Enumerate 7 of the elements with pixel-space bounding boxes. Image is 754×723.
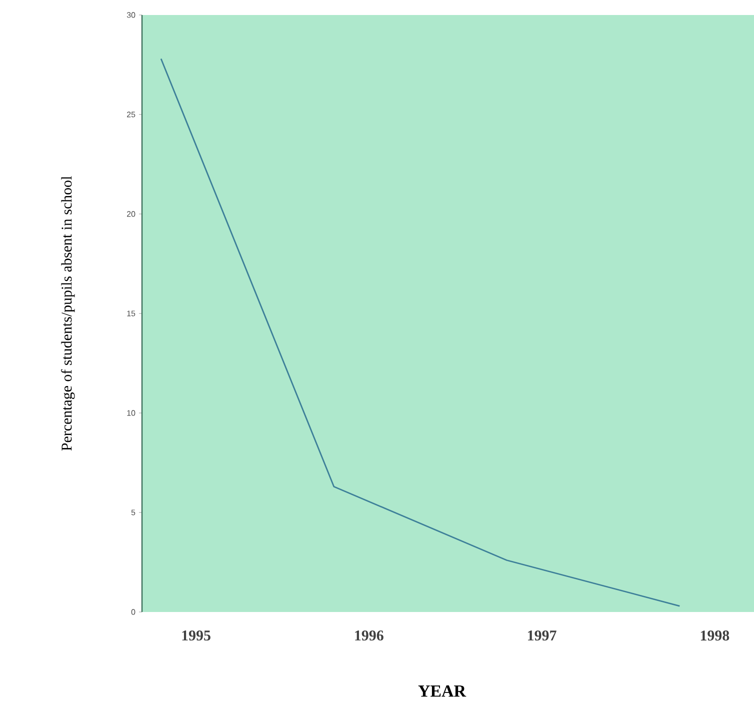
x-tick-label: 1996 <box>355 630 384 641</box>
x-axis-title: YEAR <box>418 685 466 697</box>
y-axis-title: Percentage of students/pupils absent in school <box>61 176 75 451</box>
x-tick-label: 1995 <box>182 630 210 641</box>
x-tick-label: 1998 <box>700 630 730 641</box>
x-tick-label: 1997 <box>528 630 556 641</box>
line-series <box>160 58 680 607</box>
